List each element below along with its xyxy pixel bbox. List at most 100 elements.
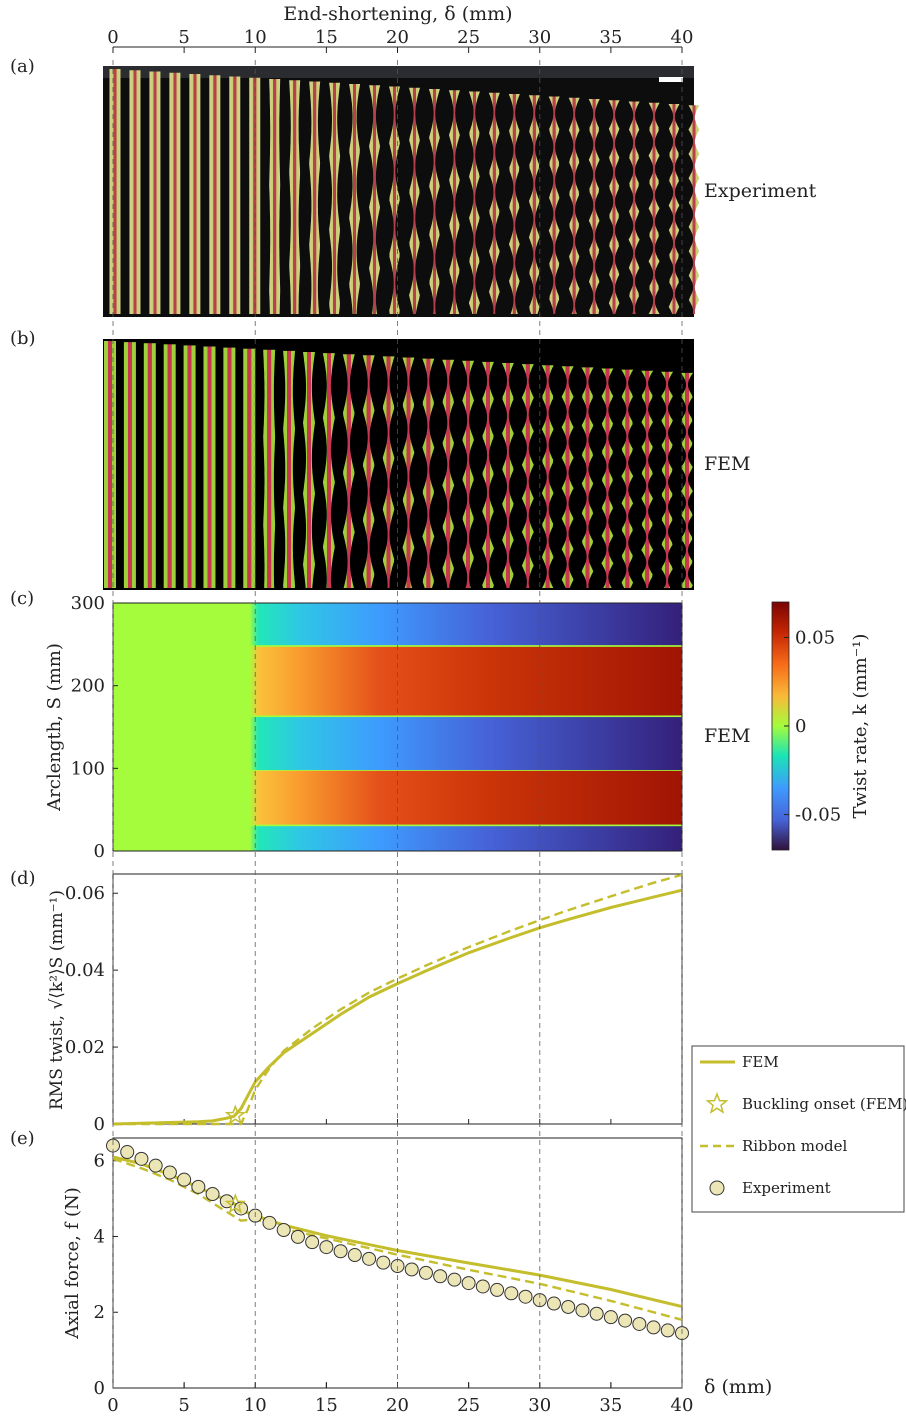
fem-ribbon-strips xyxy=(104,341,693,588)
ribbon-strip xyxy=(661,371,674,588)
legend-swatch-circle xyxy=(709,1180,725,1196)
y-tick-label: 0.06 xyxy=(65,883,105,904)
experiment-point xyxy=(120,1145,135,1160)
experiment-point xyxy=(447,1272,462,1287)
legend: FEM Buckling onset (FEM) Ribbon model Exper… xyxy=(691,1045,906,1213)
panel-label-c: (c) xyxy=(10,588,34,609)
colorbar-tick-label: 0 xyxy=(795,716,806,737)
experiment-point xyxy=(177,1172,192,1187)
panel-label-a: (a) xyxy=(10,56,35,77)
ribbon-strip xyxy=(648,102,660,314)
panel-d-ylabel: RMS twist, √⟨k²⟩S (mm⁻¹) xyxy=(47,890,67,1110)
colorbar-label: Twist rate, k (mm⁻¹) xyxy=(850,634,871,819)
panel-c-heatmap: 0 100 200 300 Arclength, S (mm) FEM 0.05 0 -0… xyxy=(44,593,871,862)
y-tick-label: 4 xyxy=(94,1226,105,1247)
ribbon-strip xyxy=(628,101,640,314)
ribbon-strip xyxy=(688,105,700,314)
ribbon-strip xyxy=(409,87,420,314)
y-tick-label: 2 xyxy=(94,1302,105,1323)
ribbon-strip xyxy=(143,343,156,588)
experiment-point xyxy=(191,1179,206,1194)
bottom-axis-label: δ (mm) xyxy=(704,1376,772,1398)
ribbon-strip xyxy=(163,344,176,588)
ribbon-strip xyxy=(382,356,395,588)
ribbon-strip xyxy=(309,81,321,314)
ribbon-strip xyxy=(223,347,236,588)
top-tick-label: 0 xyxy=(107,27,118,48)
ribbon-strip xyxy=(402,357,415,588)
ribbon-strip xyxy=(541,365,554,588)
ribbon-strip xyxy=(588,99,600,314)
ribbon-strip xyxy=(189,74,201,314)
ribbon-strip xyxy=(289,80,301,314)
ribbon-strip xyxy=(468,91,480,314)
ribbon-strip xyxy=(428,89,440,314)
experiment-point xyxy=(575,1303,590,1318)
y-tick-label: 0 xyxy=(94,1378,105,1399)
experiment-point xyxy=(362,1251,377,1266)
ribbon-strip xyxy=(448,90,460,314)
ribbon-strip xyxy=(243,348,256,588)
panel-b-fem-snapshots: FEM xyxy=(103,339,751,590)
twist-band xyxy=(249,826,682,851)
experiment-point xyxy=(561,1299,576,1314)
experiment-point xyxy=(162,1165,177,1180)
buckling-onset-star xyxy=(224,1104,246,1125)
ribbon-strip xyxy=(548,96,560,314)
experiment-point xyxy=(589,1306,604,1321)
ribbon-strip xyxy=(561,366,574,588)
y-tick-label: 0.02 xyxy=(65,1037,105,1058)
panel-a-experiment-photos: Experiment xyxy=(103,66,817,317)
bottom-axis-ticks: 0 5 10 15 20 25 30 35 40 xyxy=(107,1382,693,1416)
top-tick-label: 30 xyxy=(528,27,551,48)
legend-label: FEM xyxy=(742,1053,779,1071)
panel-d-rms-twist: 0 0.02 0.04 0.06 RMS twist, √⟨k²⟩S (mm⁻¹) xyxy=(47,873,683,1135)
experiment-point xyxy=(475,1279,490,1294)
experiment-point xyxy=(262,1215,277,1230)
ribbon-strip xyxy=(601,368,614,588)
ribbon-strip xyxy=(641,370,654,588)
panel-e-axial-force: 0 2 4 6 Axial force, f (N) 0 5 10 15 20 25 30 35 40… xyxy=(62,1137,772,1416)
ribbon-strip xyxy=(269,79,281,314)
top-tick-label: 40 xyxy=(671,27,694,48)
ribbon-strip xyxy=(229,76,241,314)
ribbon-strip xyxy=(668,104,680,314)
series-ribbon-model-line xyxy=(113,873,683,1126)
bottom-tick-label: 30 xyxy=(528,1395,551,1416)
twist-band xyxy=(249,603,682,646)
bottom-tick-label: 15 xyxy=(315,1395,338,1416)
twist-band xyxy=(249,770,682,825)
experiment-point xyxy=(660,1323,675,1338)
scale-bar xyxy=(659,77,683,82)
ribbon-strip xyxy=(123,342,136,588)
bottom-tick-label: 35 xyxy=(599,1395,622,1416)
top-axis-label: End-shortening, δ (mm) xyxy=(283,3,512,25)
experiment-point xyxy=(504,1286,519,1301)
experiment-point xyxy=(646,1320,661,1335)
ribbon-strip xyxy=(369,85,381,314)
ribbon-strip xyxy=(501,363,514,588)
ribbon-strip xyxy=(129,70,141,314)
experiment-point xyxy=(148,1158,163,1173)
top-tick-label: 25 xyxy=(457,27,480,48)
experiment-point xyxy=(333,1244,348,1259)
bottom-tick-label: 25 xyxy=(457,1395,480,1416)
ribbon-strip xyxy=(482,361,494,588)
experiment-point xyxy=(376,1255,391,1270)
twist-band xyxy=(249,717,682,770)
colorbar-tick-label: 0.05 xyxy=(795,627,835,648)
experiment-point xyxy=(603,1310,618,1325)
experiment-point xyxy=(490,1282,505,1297)
experiment-point xyxy=(618,1313,633,1328)
y-tick-label: 0 xyxy=(94,841,105,862)
experiment-point xyxy=(347,1248,362,1263)
panel-d-y-ticks: 0 0.02 0.04 0.06 xyxy=(65,883,683,1135)
legend-label: Ribbon model xyxy=(742,1137,847,1155)
experiment-point xyxy=(461,1276,476,1291)
ribbon-strip xyxy=(488,92,500,314)
ribbon-strip xyxy=(442,359,455,588)
experiment-point xyxy=(305,1235,320,1250)
ribbon-strip xyxy=(508,94,520,314)
y-tick-label: 200 xyxy=(71,676,105,697)
ribbon-strip xyxy=(263,349,276,588)
